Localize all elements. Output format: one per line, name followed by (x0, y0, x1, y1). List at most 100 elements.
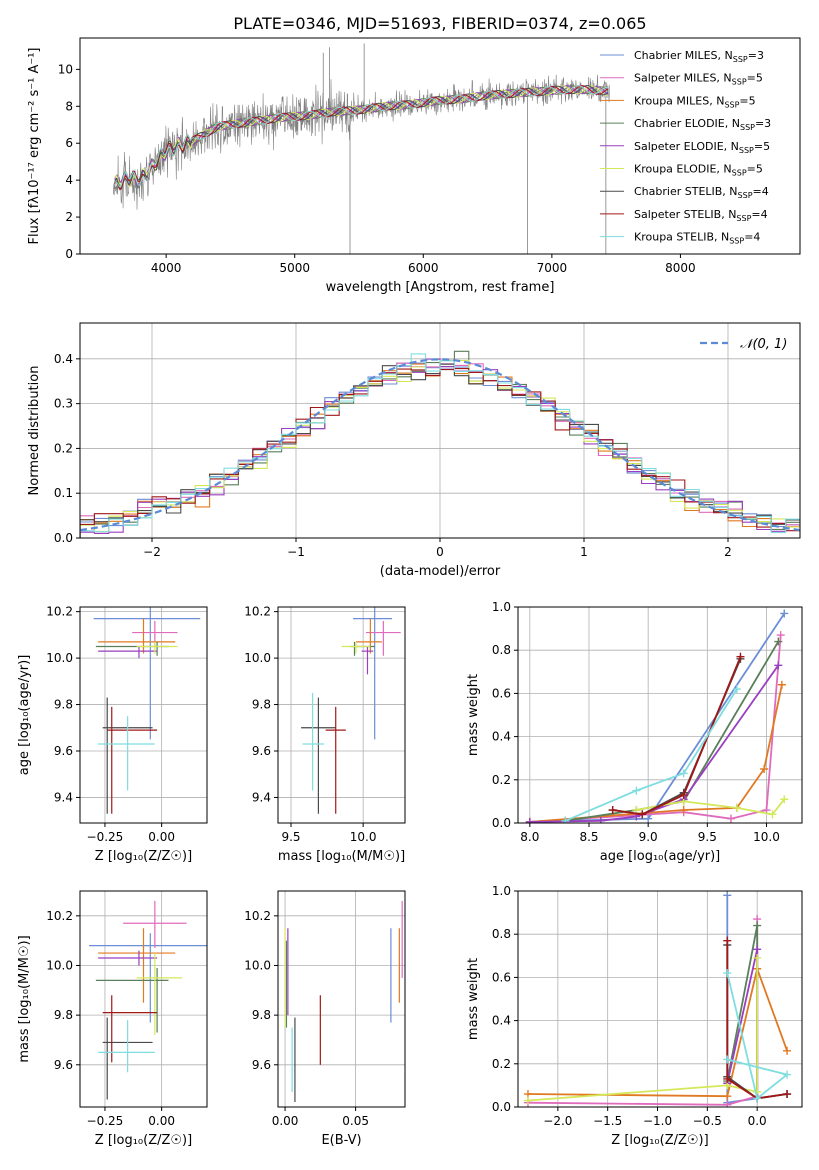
axes-frame (277, 606, 406, 824)
axes-frame (517, 890, 803, 1108)
legend-label: Chabrier MILES, N (634, 49, 733, 62)
y-tick-label: 0.0 (492, 1100, 511, 1114)
y-tick-label: 0.8 (492, 643, 511, 657)
x-tick-label: 10.0 (350, 830, 377, 844)
axes-frame (79, 890, 208, 1108)
x-tick-label: 0.05 (342, 1114, 369, 1128)
y-axis-label: Flux [fλ10⁻¹⁷ erg cm⁻² s⁻¹ A⁻¹] (27, 48, 42, 245)
legend-label: Chabrier ELODIE, N (634, 117, 740, 130)
x-tick-label: 5000 (279, 261, 310, 275)
y-tick-label: 0.2 (54, 441, 73, 455)
legend-label: Kroupa MILES, N (634, 94, 724, 107)
x-tick-label: 10.0 (753, 830, 780, 844)
plot-area (278, 891, 405, 1107)
legend-sub: SSP (724, 100, 739, 109)
y-tick-label: 10.2 (46, 909, 73, 923)
y-tick-label: 9.6 (252, 1058, 271, 1072)
x-tick-label: 8.0 (520, 830, 539, 844)
y-tick-label: 0.0 (492, 816, 511, 830)
y-tick-label: 9.6 (54, 1058, 73, 1072)
model-line-4 (114, 85, 609, 188)
weight-marker (723, 891, 732, 900)
x-tick-label: 0.0 (748, 1114, 767, 1128)
weight-line-1 (529, 635, 782, 823)
legend-entry: Kroupa MILES, NSSP=5 (634, 94, 756, 109)
axes-frame (79, 606, 208, 824)
plot-area (80, 891, 207, 1107)
panel-residuals: −2 −1 0 1 2 0.0 0.1 0.2 0.3 0.4 (data-model)/error… (27, 322, 801, 579)
weight-marker (732, 803, 741, 812)
weight-marker (783, 1046, 792, 1055)
model-line-1 (114, 85, 609, 190)
y-tick-label: 2 (65, 210, 73, 224)
legend-tail: =4 (744, 231, 760, 244)
weight-marker (727, 814, 735, 823)
y-tick-label: 9.4 (54, 790, 73, 804)
y-tick-label: 10 (58, 62, 73, 76)
weight-marker (723, 936, 732, 945)
weight-marker (723, 1092, 732, 1101)
weight-line-8 (564, 688, 738, 822)
x-tick-label: 4000 (151, 261, 182, 275)
x-axis-label: Z [log₁₀(Z/Z☉)] (95, 849, 192, 864)
legend-sub: SSP (733, 55, 748, 64)
y-tick-label: 9.8 (54, 698, 73, 712)
hist-step-8 (80, 353, 800, 538)
x-axis-label: wavelength [Angstrom, rest frame] (326, 280, 555, 295)
y-tick-label: 0 (65, 247, 73, 261)
plot-area (80, 607, 207, 823)
y-axis-label: age [log₁₀(age/yr)] (17, 655, 32, 776)
weight-marker (632, 786, 641, 795)
weight-marker (723, 969, 732, 978)
y-tick-label: 0.8 (492, 927, 511, 941)
x-tick-label: −2.0 (543, 1114, 572, 1128)
weight-marker (638, 810, 647, 819)
y-tick-label: 4 (65, 173, 73, 187)
weight-marker (561, 816, 570, 823)
legend-entry: Chabrier STELIB, NSSP=4 (634, 185, 769, 200)
legend-tail: =5 (754, 140, 770, 153)
x-tick-label: 0.00 (148, 1114, 175, 1128)
x-tick-label: 2 (724, 545, 732, 559)
weight-marker (644, 814, 653, 823)
x-axis-label: age [log₁₀(age/yr)] (600, 849, 721, 864)
legend-entry: Kroupa ELODIE, NSSP=5 (634, 163, 763, 178)
weight-line-4 (529, 664, 780, 823)
axes-frame (277, 890, 406, 1108)
legend-tail: =5 (739, 94, 755, 107)
plot-area (113, 43, 610, 254)
legend-sub: SSP (732, 78, 747, 87)
weight-line-0 (565, 613, 786, 822)
y-axis-label: mass weight (466, 958, 481, 1040)
panel-mass-vs-ebv: 0.00 0.05 9.6 9.8 10.0 10.2 E(B-V) (244, 890, 406, 1148)
weight-marker (723, 1074, 732, 1083)
x-axis-label: Z [log₁₀(Z/Z☉)] (95, 1133, 192, 1148)
weight-line-7 (612, 656, 742, 816)
y-tick-label: 0.2 (492, 1057, 511, 1071)
x-tick-label: 6000 (408, 261, 439, 275)
legend-label: Salpeter ELODIE, N (634, 140, 739, 153)
weight-marker (783, 1090, 792, 1099)
weight-line-2 (529, 684, 783, 823)
x-tick-label: −0.25 (87, 1114, 124, 1128)
weight-marker (783, 1070, 792, 1079)
plot-area (518, 607, 802, 823)
y-tick-label: 10.0 (46, 651, 73, 665)
legend-label: Kroupa ELODIE, N (634, 163, 732, 176)
weight-marker (596, 816, 605, 823)
weight-marker (525, 817, 534, 823)
panel-weight-vs-Z: −2.0 −1.5 −1.0 −0.5 0.0 0.0 0.2 0.4 0.6 0.8 1.0 Z [… (466, 884, 803, 1148)
legend-tail: =5 (747, 72, 763, 85)
panel-spectrum: 4000 5000 6000 7000 8000 0 2 4 6 8 10 wavelength [A… (27, 37, 801, 295)
x-tick-label: −2 (143, 545, 161, 559)
panel-age-vs-Z: −0.25 0.00 9.4 9.6 9.8 10.0 10.2 Z [log₁₀(Z/Z☉)… (17, 605, 208, 864)
weight-marker (777, 680, 786, 689)
legend-sub: SSP (736, 214, 751, 223)
legend-tail: =3 (748, 49, 764, 62)
legend-entry: Kroupa STELIB, NSSP=4 (634, 231, 760, 246)
axes-frame (79, 37, 801, 255)
x-tick-label: 9.5 (698, 830, 717, 844)
model-line-3 (114, 85, 609, 189)
plot-area (80, 323, 800, 538)
